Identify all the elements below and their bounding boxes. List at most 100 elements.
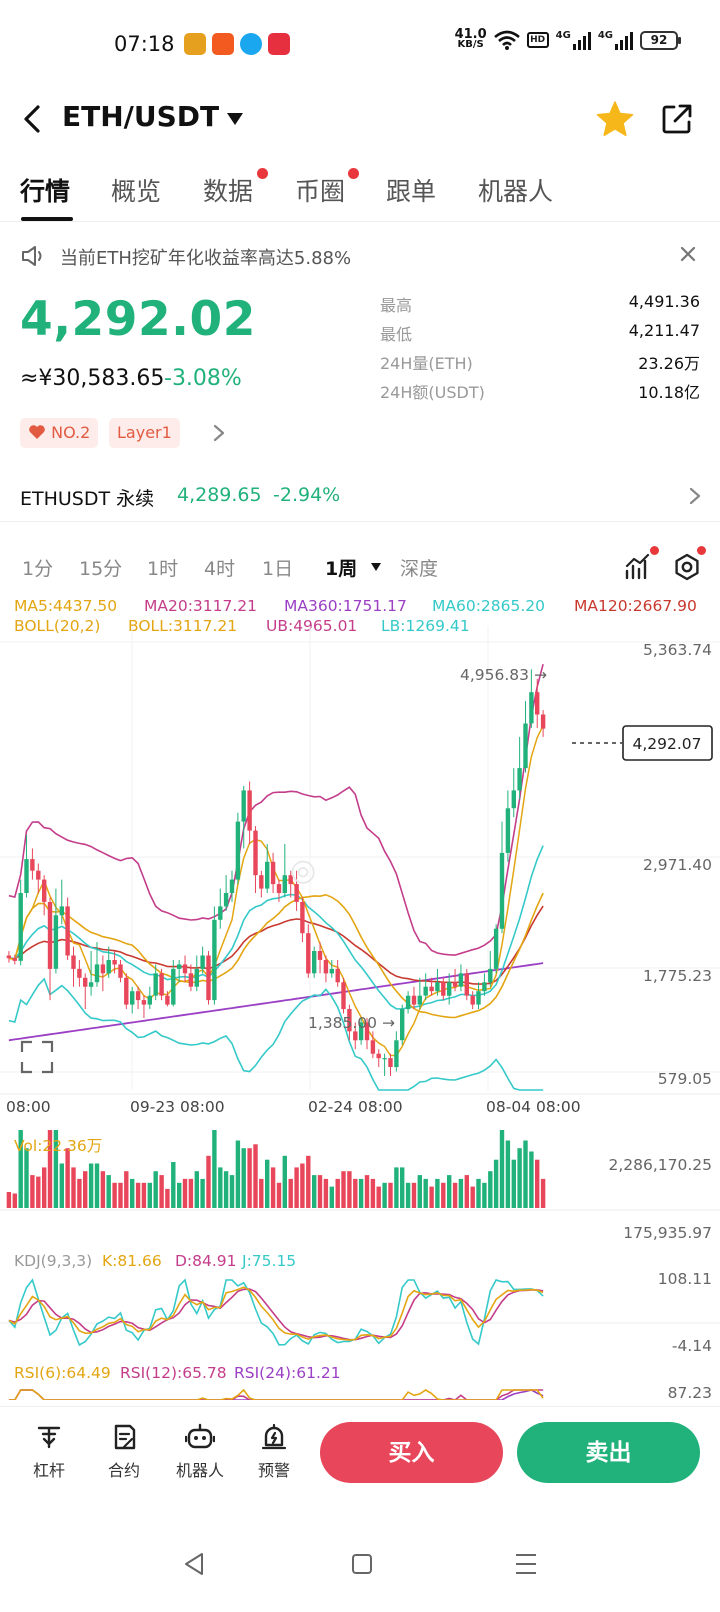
header: ETH/USDT	[0, 88, 720, 150]
interval-15m[interactable]: 15分	[79, 558, 123, 580]
volume-bar	[341, 1171, 346, 1208]
tab-data[interactable]: 数据	[203, 177, 254, 206]
settings-hexagon-icon[interactable]	[672, 552, 702, 582]
hd-icon: HD	[526, 32, 549, 48]
expand-icon[interactable]	[20, 1040, 54, 1074]
candle-body	[18, 893, 23, 961]
candle-body	[42, 879, 47, 902]
indicator-chart-icon[interactable]	[624, 552, 654, 580]
category-tag[interactable]: Layer1	[109, 418, 180, 448]
candle-body	[288, 875, 293, 885]
tab-copy-trading[interactable]: 跟单	[386, 177, 437, 206]
notice-text[interactable]: 当前ETH挖矿年化收益率高达5.88%	[60, 248, 352, 269]
volume-bar	[270, 1167, 276, 1208]
contract-button[interactable]: 合约	[92, 1423, 156, 1481]
tab-overview[interactable]: 概览	[111, 177, 162, 206]
ma60-line	[8, 845, 544, 1010]
share-external-icon[interactable]	[660, 102, 694, 136]
price-axis-label: 579.05	[658, 1070, 712, 1088]
interval-1w[interactable]: 1周	[325, 558, 358, 580]
interval-depth[interactable]: 深度	[400, 558, 439, 580]
buy-button[interactable]: 买入	[320, 1422, 503, 1483]
interval-4h[interactable]: 4时	[204, 558, 236, 580]
volume-bar	[347, 1171, 352, 1208]
tab-community[interactable]: 币圈	[295, 177, 346, 206]
volume-bar	[188, 1178, 194, 1208]
caret-down-icon[interactable]	[226, 112, 244, 126]
candle-body	[124, 977, 129, 1005]
volume-bar	[488, 1171, 493, 1208]
ma120-legend: MA120:2667.90	[574, 597, 697, 615]
candle-body	[417, 995, 422, 1005]
boll-ub-legend: UB:4965.01	[266, 617, 358, 635]
status-time: 07:18	[114, 32, 175, 56]
ma20-legend: MA20:3117.21	[144, 597, 258, 615]
tab-robot[interactable]: 机器人	[478, 177, 554, 206]
nav-home-icon[interactable]	[352, 1554, 372, 1574]
nav-menu-icon[interactable]	[516, 1554, 536, 1574]
candle-body	[65, 906, 70, 956]
volume-bar	[282, 1155, 287, 1208]
rank-tag[interactable]: NO.2	[20, 418, 99, 448]
tab-market[interactable]: 行情	[20, 177, 71, 206]
volume-bar	[265, 1159, 270, 1208]
candle-body	[235, 821, 241, 880]
candle-body	[135, 991, 141, 1001]
chevron-right-icon[interactable]	[688, 487, 702, 505]
ma20-line	[8, 892, 544, 1019]
chevron-right-icon[interactable]	[212, 424, 226, 442]
price-stats: 最高 4,491.36 最低 4,211.47 24H量(ETH) 23.26万 24…	[380, 292, 700, 408]
interval-1h[interactable]: 1时	[147, 558, 179, 580]
volume-bar	[100, 1171, 106, 1208]
alert-button[interactable]: 预警	[242, 1423, 306, 1481]
volume-bar	[71, 1167, 76, 1208]
active-tab-underline	[21, 217, 73, 221]
candle-body	[335, 968, 340, 983]
volume-bar	[177, 1182, 182, 1208]
volume-bar	[94, 1163, 100, 1208]
volume-bar	[36, 1176, 41, 1208]
candle-body	[88, 982, 94, 987]
candle-body	[218, 906, 223, 920]
sell-button[interactable]: 卖出	[517, 1422, 700, 1483]
ma60-legend: MA60:2865.20	[432, 597, 546, 615]
candle-body	[36, 870, 41, 880]
candle-body	[30, 859, 35, 871]
candle-body	[282, 875, 287, 893]
candle-body	[388, 1058, 393, 1067]
robot-button[interactable]: 机器人	[168, 1423, 232, 1481]
notification-icons	[184, 33, 290, 55]
robot-label: 机器人	[175, 1461, 224, 1480]
price-axis-label: 2,971.40	[643, 856, 712, 874]
volume-bar	[364, 1175, 370, 1208]
pair-title[interactable]: ETH/USDT	[62, 100, 220, 133]
margin-button[interactable]: 杠杆	[17, 1423, 81, 1481]
perpetual-change: -2.94%	[273, 484, 341, 506]
candle-body	[100, 964, 106, 974]
interval-1m[interactable]: 1分	[22, 558, 54, 580]
volume-bar	[124, 1171, 129, 1208]
volume-bar	[300, 1163, 305, 1208]
volume-bar	[335, 1178, 340, 1208]
close-icon[interactable]	[678, 244, 698, 264]
price-chart[interactable]: ◎ 5,363.74 2,971.40 1,775.23 579.05 4,95…	[0, 590, 720, 1400]
candle-body	[312, 951, 317, 974]
time-axis-label: 02-24 08:00	[308, 1098, 403, 1116]
back-arrow-icon[interactable]	[18, 102, 48, 136]
volume-bar	[394, 1167, 399, 1208]
perpetual-row[interactable]: ETHUSDT 永续 4,289.65 -2.94%	[0, 470, 720, 522]
interval-1d[interactable]: 1日	[262, 558, 294, 580]
candle-body	[47, 902, 53, 969]
rank-tag-label: NO.2	[51, 423, 91, 442]
candle-body	[341, 982, 346, 1010]
caret-down-icon[interactable]	[370, 562, 382, 572]
candle-body	[276, 884, 282, 893]
favorite-star-icon[interactable]	[596, 100, 634, 138]
battery-icon: 92	[640, 30, 681, 50]
candle-body	[77, 968, 82, 978]
ma360-legend: MA360:1751.17	[284, 597, 407, 615]
notice-banner[interactable]: 当前ETH挖矿年化收益率高达5.88%	[0, 234, 720, 280]
candle-body	[441, 982, 446, 996]
candle-body	[329, 968, 334, 974]
nav-back-icon[interactable]	[185, 1553, 203, 1575]
